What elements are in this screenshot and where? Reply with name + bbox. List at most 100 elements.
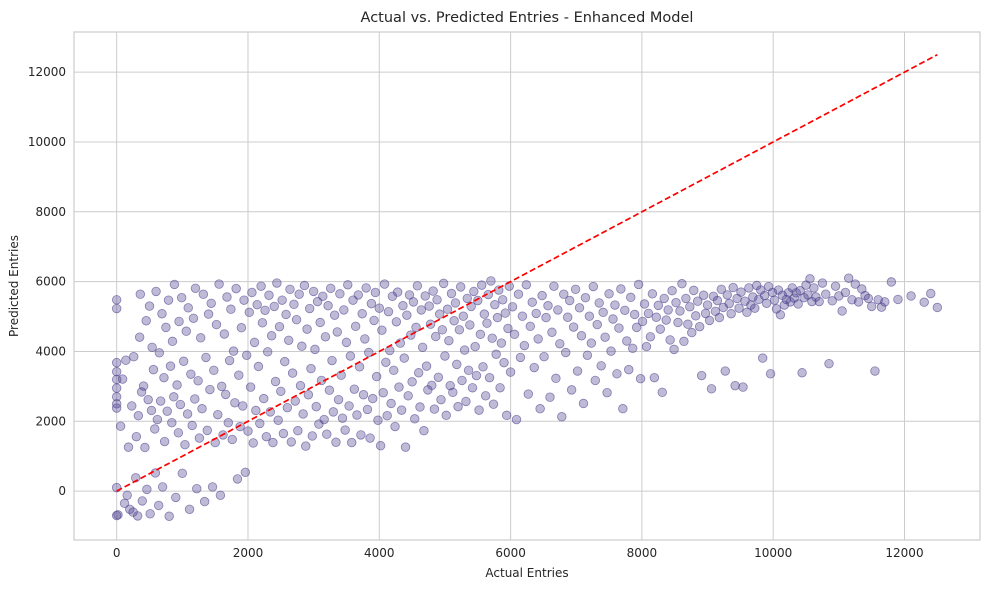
scatter-point (671, 297, 681, 308)
scatter-point (433, 372, 444, 383)
scatter-point (303, 390, 314, 400)
scatter-point (385, 345, 395, 356)
scatter-point (687, 327, 697, 338)
scatter-point (138, 381, 149, 391)
scatter-point (568, 322, 579, 332)
scatter-point (252, 299, 262, 310)
scatter-point (805, 274, 815, 284)
scatter-point (148, 364, 159, 375)
scatter-point (457, 375, 467, 386)
scatter-point (906, 291, 916, 301)
scatter-point (180, 439, 190, 450)
scatter-point (866, 301, 877, 312)
scatter-point (561, 347, 571, 358)
scatter-point (264, 290, 274, 300)
scatter-point (726, 309, 736, 319)
scatter-point (441, 410, 451, 421)
scatter-point (211, 319, 222, 330)
scatter-point (133, 411, 144, 421)
scatter-point (491, 349, 501, 359)
scatter-point (231, 283, 241, 294)
scatter-point (448, 387, 458, 398)
scatter-point (276, 386, 286, 396)
scatter-point (145, 509, 155, 519)
scatter-point (234, 370, 244, 380)
scatter-point (880, 297, 890, 307)
y-tick-label: 2000 (35, 414, 66, 428)
scatter-point (335, 289, 345, 299)
x-tick-label: 8000 (627, 546, 658, 560)
scatter-point (469, 286, 479, 297)
scatter-point (863, 293, 874, 304)
scatter-point (645, 332, 656, 342)
scatter-point (257, 318, 268, 328)
scatter-point (586, 338, 597, 348)
scatter-point (395, 338, 405, 348)
scatter-point (519, 340, 530, 351)
scatter-point (251, 405, 261, 416)
scatter-point (461, 396, 471, 407)
scatter-point (196, 333, 206, 343)
scatter-point (509, 329, 520, 340)
scatter-point (631, 322, 642, 333)
scatter-point (159, 372, 169, 383)
scatter-point (244, 307, 254, 318)
scatter-point (150, 424, 160, 434)
scatter-point (370, 287, 381, 298)
scatter-point (236, 323, 247, 333)
scatter-point (230, 398, 240, 408)
scatter-point (129, 352, 139, 362)
scatter-point (549, 281, 559, 291)
scatter-point (624, 364, 634, 375)
scatter-point (213, 409, 223, 420)
scatter-point (398, 301, 408, 311)
scatter-point (499, 357, 509, 368)
scatter-point (475, 329, 486, 340)
scatter-point (340, 425, 350, 435)
scatter-point (165, 361, 176, 371)
scatter-point (135, 289, 146, 299)
scatter-point (199, 496, 210, 507)
scatter-point (608, 314, 618, 324)
scatter-point (379, 279, 390, 289)
scatter-point (361, 283, 371, 293)
y-tick-labels: 0 2000 4000 6000 8000 10000 12000 (28, 65, 66, 498)
scatter-point (315, 317, 325, 328)
scatter-point (578, 398, 589, 409)
scatter-point (665, 335, 675, 345)
scatter-point (424, 301, 434, 311)
scatter-point (280, 356, 290, 367)
scatter-point (604, 289, 614, 299)
scatter-point (419, 426, 429, 436)
scatter-point (663, 305, 673, 315)
scatter-point (685, 302, 695, 312)
scatter-point (635, 373, 646, 384)
scatter-point (190, 394, 200, 404)
scatter-point (667, 286, 677, 296)
scatter-point (720, 366, 730, 376)
scatter-point (132, 511, 143, 521)
scatter-point (444, 335, 454, 346)
scatter-point (734, 303, 744, 313)
scatter-point (310, 344, 320, 355)
scatter-point (320, 332, 331, 342)
scatter-point (501, 410, 512, 421)
scatter-point (535, 404, 545, 414)
scatter-point (239, 295, 249, 305)
scatter-point (163, 295, 174, 305)
scatter-point (529, 362, 539, 373)
scatter-point (480, 391, 491, 401)
scatter-point (353, 290, 363, 300)
scatter-point (761, 298, 772, 308)
scatter-point (192, 483, 202, 494)
scatter-point (371, 371, 382, 382)
scatter-point (174, 316, 184, 327)
scatter-point (331, 437, 341, 447)
scatter-point (629, 309, 640, 320)
scatter-point (272, 278, 282, 288)
scatter-point (374, 303, 384, 313)
scatter-point (322, 429, 332, 439)
scatter-point (602, 387, 612, 398)
scatter-point (356, 430, 366, 440)
scatter-point (205, 384, 215, 395)
